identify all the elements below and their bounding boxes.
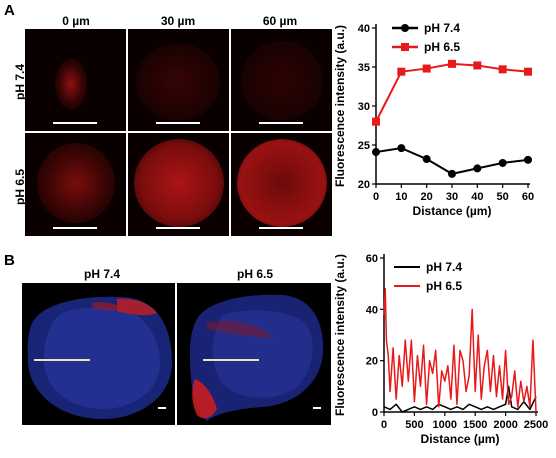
x-axis-label: Distance (µm) <box>413 204 492 218</box>
y-axis-label: Fluorescence intensity (a.u.) <box>334 25 347 187</box>
data-point <box>524 155 532 164</box>
y-tick-label: 35 <box>358 62 370 74</box>
series-line-0 <box>383 385 537 413</box>
micrograph-ph74-60um <box>231 29 332 131</box>
x-tick-label: 10 <box>395 191 407 203</box>
scale-bar <box>53 122 97 124</box>
data-point <box>448 59 456 68</box>
data-point <box>422 64 431 73</box>
data-point <box>473 164 482 173</box>
legend-label: pH 7.4 <box>426 260 462 274</box>
legend-label: pH 6.5 <box>424 40 460 54</box>
x-tick-label: 500 <box>405 419 423 431</box>
y-tick-label: 20 <box>358 179 370 191</box>
y-tick-label: 20 <box>366 356 378 368</box>
legend-label: pH 7.4 <box>424 21 460 35</box>
micrograph-ph65-30um <box>128 133 229 236</box>
x-axis-label: Distance (µm) <box>421 432 500 446</box>
tissue-section-ph65 <box>177 283 331 425</box>
y-axis-label: Fluorescence intensity (a.u.) <box>334 254 347 416</box>
column-label-b-ph74: pH 7.4 <box>83 267 120 281</box>
y-tick-label: 60 <box>366 253 378 265</box>
data-point <box>372 148 380 157</box>
x-tick-label: 2500 <box>524 419 548 431</box>
y-tick-label: 25 <box>358 140 370 152</box>
column-label-0um: 0 µm <box>62 14 90 28</box>
scale-bar <box>259 227 303 229</box>
scale-bar <box>156 122 200 124</box>
data-point <box>524 67 532 76</box>
micrograph-ph65-0um <box>25 133 126 236</box>
scale-bar <box>203 359 259 361</box>
x-tick-label: 60 <box>522 191 534 203</box>
data-point <box>498 158 507 167</box>
data-point <box>372 117 380 126</box>
chart-a: 20 25 30 35 40 0 10 20 30 40 50 60 Distance (µm) Fluo… <box>334 21 534 218</box>
x-tick-label: 2000 <box>493 419 517 431</box>
legend-marker <box>401 24 409 32</box>
x-tick-label: 40 <box>471 191 483 203</box>
legend-label: pH 6.5 <box>426 279 462 293</box>
x-tick-label: 1500 <box>463 419 487 431</box>
data-point <box>397 67 406 76</box>
data-point <box>498 65 507 74</box>
scale-bar <box>156 227 200 229</box>
y-tick-label: 0 <box>372 407 378 419</box>
data-point <box>422 155 431 164</box>
scale-bar-small <box>313 407 321 409</box>
micrograph-ph74-0um <box>25 29 126 131</box>
micrograph-ph65-60um <box>231 133 332 236</box>
y-tick-label: 40 <box>366 304 378 316</box>
x-tick-label: 1000 <box>433 419 457 431</box>
panel-letter-a: A <box>4 2 15 19</box>
scale-bar-small <box>158 407 166 409</box>
column-label-60um: 60 µm <box>262 14 298 28</box>
chart-b: 0 20 40 60 0 500 1000 1500 2000 2500 Distance (µm)… <box>334 253 548 446</box>
y-tick-label: 30 <box>358 101 370 113</box>
x-tick-label: 20 <box>421 191 433 203</box>
y-tick-label: 40 <box>358 23 370 35</box>
column-label-b-ph65: pH 6.5 <box>236 267 273 281</box>
x-tick-label: 0 <box>373 191 379 203</box>
panel-letter-b: B <box>4 252 15 269</box>
scale-bar <box>34 359 90 361</box>
micrograph-ph74-30um <box>128 29 229 131</box>
data-point <box>397 144 406 153</box>
tissue-section-ph74 <box>22 283 175 425</box>
x-tick-label: 50 <box>497 191 509 203</box>
column-label-30um: 30 µm <box>160 14 196 28</box>
data-point <box>473 61 482 70</box>
scale-bar <box>259 122 303 124</box>
data-point <box>448 169 456 178</box>
scale-bar <box>53 227 97 229</box>
legend-marker <box>401 43 409 51</box>
x-tick-label: 30 <box>446 191 458 203</box>
series-line-1 <box>383 288 537 413</box>
x-tick-label: 0 <box>381 419 387 431</box>
